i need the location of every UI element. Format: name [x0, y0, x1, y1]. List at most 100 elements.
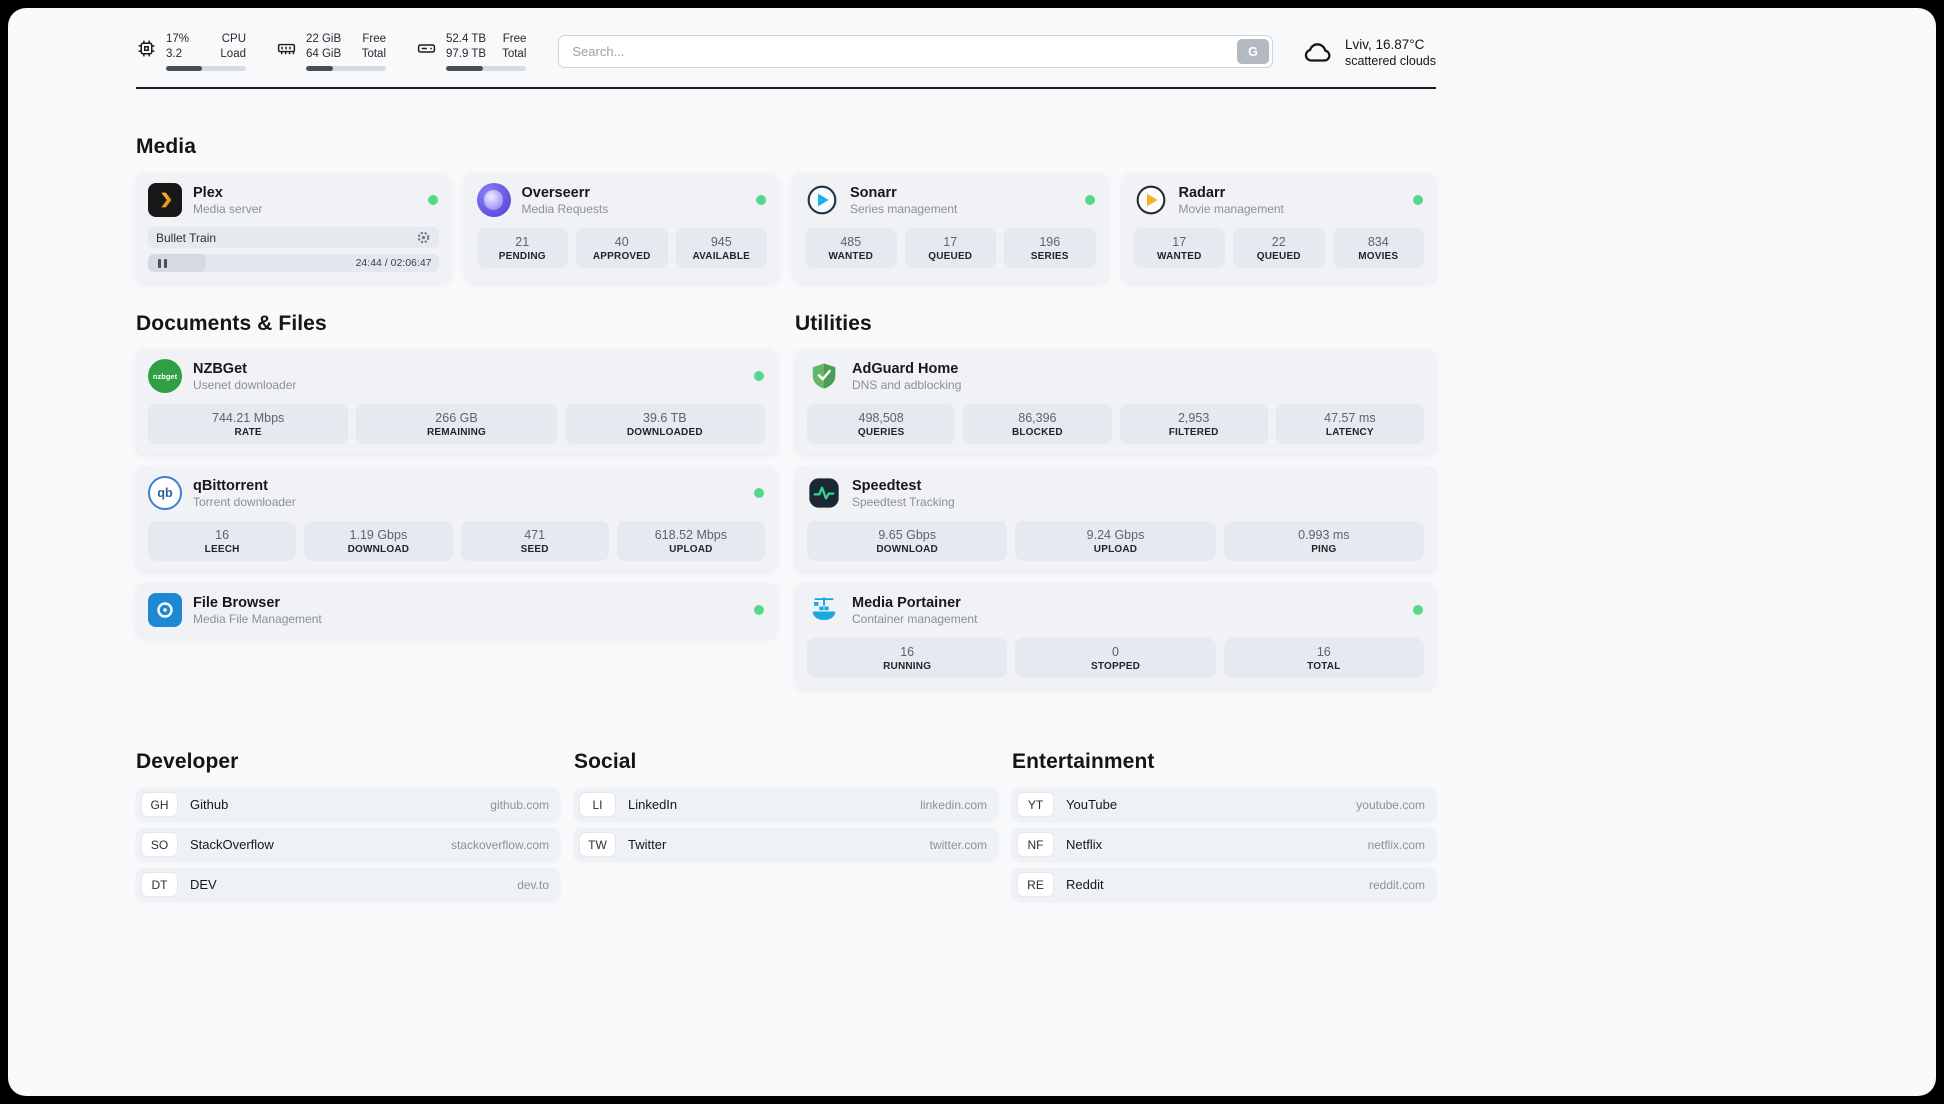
ram-total-label: Total [361, 48, 386, 61]
stat-label: TOTAL [1307, 661, 1341, 673]
stat-label: WANTED [1156, 251, 1202, 263]
search-input[interactable] [558, 35, 1273, 69]
service-link-filebrowser[interactable]: File Browser Media File Management [148, 593, 765, 628]
stat-label: DOWNLOADED [626, 427, 703, 439]
stat-value: 86,396 [1018, 411, 1057, 426]
bookmark-name: YouTube [1066, 797, 1118, 813]
playback-progress-bar[interactable]: 24:44 / 02:06:47 [148, 254, 439, 273]
service-subtitle: Media server [193, 201, 263, 216]
weather-location: Lviv, 16.87°C [1344, 36, 1425, 52]
stat-value: 945 [710, 235, 732, 250]
cpu-load-value: 3.2 [166, 48, 182, 61]
service-name: File Browser [193, 594, 281, 611]
ram-free-value: 22 GiB [306, 33, 342, 45]
service-link-speedtest[interactable]: Speedtest Speedtest Tracking [807, 476, 1424, 510]
bookmark-github[interactable]: GH Github github.com [136, 788, 560, 822]
dashboard-page: 17% 3.2 CPU Load [8, 8, 1936, 1096]
service-link-radarr[interactable]: Radarr Movie management [1134, 183, 1425, 217]
cpu-icon [138, 40, 155, 57]
stat-value: 196 [1039, 235, 1061, 250]
disk-stat: 52.4 TB 97.9 TB Free Total [416, 32, 527, 72]
pause-button[interactable] [155, 258, 170, 268]
weather-widget: Lviv, 16.87°C scattered clouds [1301, 35, 1436, 69]
stat-label: FILTERED [1168, 427, 1219, 439]
bookmark-youtube[interactable]: YT YouTube youtube.com [1012, 788, 1436, 822]
service-card-sonarr: Sonarr Series management 485 WANTED 17 Q… [793, 173, 1108, 283]
bookmark-name: Twitter [628, 837, 667, 853]
service-link-adguard[interactable]: AdGuard Home DNS and adblocking [807, 359, 1424, 393]
status-dot [754, 488, 764, 499]
qbittorrent-icon: qb [148, 476, 182, 511]
bookmark-abbr: SO [141, 832, 178, 858]
stat-movies: 834 MOVIES [1332, 228, 1424, 269]
stat-leech: 16 LEECH [148, 521, 297, 562]
status-dot [754, 605, 764, 616]
media-section: Media Plex [136, 135, 1436, 283]
stat-value: 485 [840, 235, 862, 250]
bookmark-url: youtube.com [1356, 797, 1425, 812]
service-link-nzbget[interactable]: nzbget NZBGet Usenet downloader [148, 359, 765, 394]
bookmark-abbr: RE [1017, 872, 1054, 898]
stat-label: UPLOAD [1093, 544, 1138, 556]
stat-remaining: 266 GB REMAINING [356, 404, 557, 445]
stat-wanted: 17 WANTED [1133, 228, 1225, 269]
bookmark-abbr: DT [141, 872, 178, 898]
stat-running: 16 RUNNING [807, 638, 1008, 679]
ram-icon [277, 43, 296, 55]
disk-total-label: Total [502, 48, 527, 61]
service-name: Radarr [1178, 184, 1226, 201]
stat-value: 618.52 Mbps [654, 528, 728, 543]
stat-value: 834 [1367, 235, 1389, 250]
gear-icon[interactable] [416, 230, 431, 245]
service-link-sonarr[interactable]: Sonarr Series management [805, 183, 1096, 217]
service-link-plex[interactable]: Plex Media server [148, 183, 439, 218]
section-title-utilities: Utilities [795, 312, 872, 336]
bookmark-name: DEV [190, 877, 217, 893]
bookmark-twitter[interactable]: TW Twitter twitter.com [574, 828, 998, 862]
service-card-plex: Plex Media server Bullet Train [136, 173, 451, 283]
bookmark-name: Reddit [1066, 877, 1104, 893]
stat-value: 22 [1271, 235, 1286, 250]
status-dot [427, 195, 438, 206]
bookmark-stackoverflow[interactable]: SO StackOverflow stackoverflow.com [136, 828, 560, 862]
stat-downloaded: 39.6 TB DOWNLOADED [564, 404, 765, 445]
stat-label: APPROVED [592, 251, 651, 263]
bookmark-linkedin[interactable]: LI LinkedIn linkedin.com [574, 788, 998, 822]
service-link-portainer[interactable]: Media Portainer Container management [807, 593, 1424, 627]
service-link-qbittorrent[interactable]: qb qBittorrent Torrent downloader [148, 476, 765, 511]
portainer-icon [807, 593, 841, 627]
cpu-bar [166, 66, 246, 72]
stat-value: 47.57 ms [1324, 411, 1376, 426]
stat-total: 16 TOTAL [1223, 638, 1424, 679]
stat-queries: 498,508 QUERIES [807, 404, 956, 445]
bookmark-url: linkedin.com [920, 797, 987, 812]
stat-value: 266 GB [435, 411, 478, 426]
bookmark-netflix[interactable]: NF Netflix netflix.com [1012, 828, 1436, 862]
bookmark-url: dev.to [517, 877, 549, 892]
cloud-icon [1304, 42, 1331, 62]
service-link-overseerr[interactable]: Overseerr Media Requests [476, 183, 768, 218]
overseerr-icon [476, 183, 511, 218]
search-engine-button[interactable]: G [1236, 39, 1269, 65]
bookmark-abbr: YT [1017, 792, 1054, 818]
stat-label: SERIES [1030, 251, 1069, 263]
bookmark-abbr: LI [579, 792, 616, 818]
stat-ping: 0.993 ms PING [1223, 521, 1424, 562]
service-subtitle: Media Requests [521, 201, 609, 216]
filebrowser-icon [148, 593, 182, 628]
service-card-overseerr: Overseerr Media Requests 21 PENDING 40 A… [464, 173, 779, 283]
stat-value: 0 [1112, 645, 1119, 660]
bookmark-dev[interactable]: DT DEV dev.to [136, 868, 560, 902]
disk-bar [446, 66, 527, 72]
service-subtitle: DNS and adblocking [852, 377, 962, 392]
stat-label: STOPPED [1090, 661, 1140, 673]
bookmark-abbr: TW [579, 832, 616, 858]
bookmark-url: netflix.com [1367, 837, 1425, 852]
bookmark-url: reddit.com [1368, 877, 1425, 892]
stat-value: 1.19 Gbps [349, 528, 408, 543]
header: 17% 3.2 CPU Load [136, 32, 1436, 72]
stat-label: QUEUED [1256, 251, 1301, 263]
status-dot [754, 371, 764, 382]
service-card-adguard: AdGuard Home DNS and adblocking 498,508 … [795, 349, 1436, 455]
bookmark-reddit[interactable]: RE Reddit reddit.com [1012, 868, 1436, 902]
